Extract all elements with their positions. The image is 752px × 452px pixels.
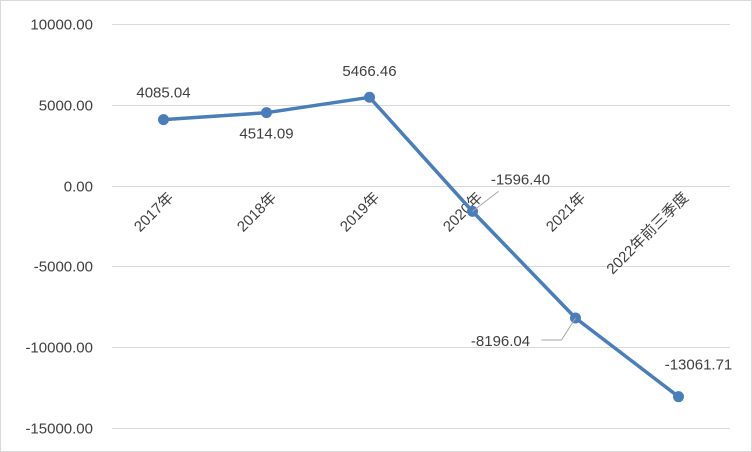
y-tick-label: 5000.00: [39, 97, 93, 114]
data-labels: 4085.04 4514.09 5466.46 -1596.40 -8196.04 -13…: [136, 63, 732, 373]
data-point: [261, 107, 272, 119]
data-label-leader: [472, 191, 499, 212]
data-label: 4514.09: [239, 126, 293, 143]
y-tick-label: -10000.00: [25, 339, 93, 356]
data-point: [158, 114, 169, 126]
data-label: -1596.40: [491, 171, 550, 188]
data-label: -8196.04: [471, 333, 530, 350]
y-tick-label: 10000.00: [30, 16, 93, 33]
data-label: 4085.04: [136, 85, 190, 102]
data-point: [673, 391, 684, 403]
y-tick-label: 0.00: [64, 178, 93, 195]
series: [158, 91, 684, 403]
gridlines: [112, 24, 730, 429]
data-point: [364, 91, 375, 103]
y-tick-label: -5000.00: [34, 258, 93, 275]
y-axis: 10000.00 5000.00 0.00 -5000.00 -10000.00 -150…: [25, 16, 93, 437]
y-tick-label: -15000.00: [25, 420, 93, 437]
series-line: [161, 95, 681, 399]
data-label: -13061.71: [665, 357, 733, 374]
data-label-leader: [541, 317, 576, 341]
data-label: 5466.46: [342, 63, 396, 80]
